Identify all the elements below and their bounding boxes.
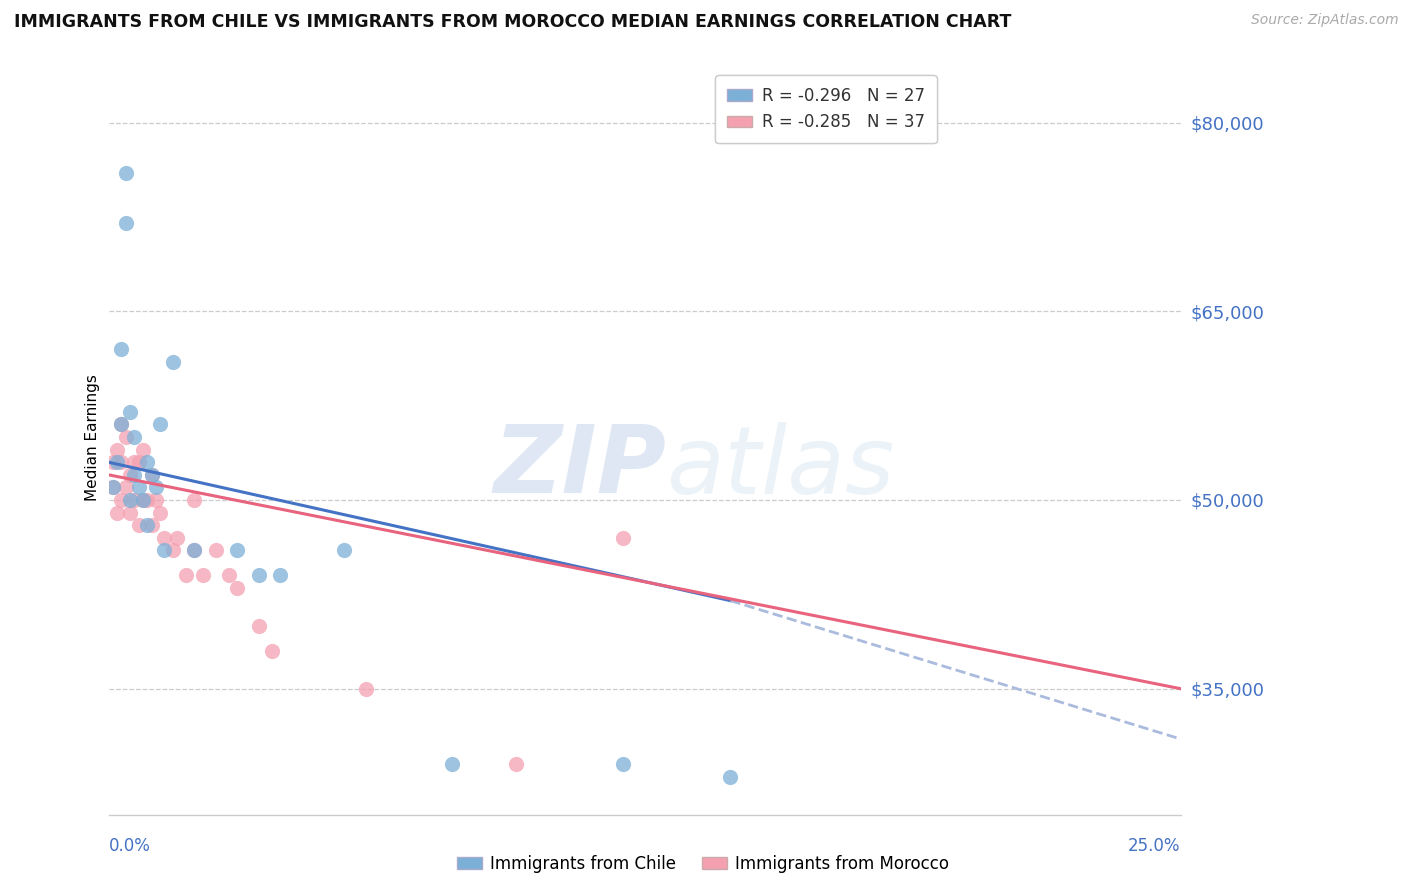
Point [141,467,163,482]
Point [136,493,159,508]
Point [218,568,240,582]
Point [114,166,136,180]
Point [141,467,163,482]
Point [247,568,270,582]
Point [174,568,197,582]
Point [166,531,188,545]
Point [183,493,205,508]
Point [162,354,184,368]
Point [720,770,742,784]
Point [145,480,167,494]
Point [101,480,124,494]
Text: 0.0%: 0.0% [108,837,150,855]
Point [149,417,172,432]
Point [354,681,377,696]
Point [132,442,155,457]
Point [105,455,128,469]
Point [612,757,634,772]
Point [124,430,146,444]
Text: Source: ZipAtlas.com: Source: ZipAtlas.com [1251,13,1399,28]
Point [205,543,228,558]
Text: 25.0%: 25.0% [1128,837,1181,855]
Point [132,493,155,508]
Point [105,442,128,457]
Point [101,455,124,469]
Point [149,506,172,520]
Text: ZIP: ZIP [494,421,666,513]
Point [114,430,136,444]
Point [110,493,132,508]
Point [128,518,150,533]
Point [136,455,159,469]
Text: atlas: atlas [666,422,894,513]
Legend: Immigrants from Chile, Immigrants from Morocco: Immigrants from Chile, Immigrants from M… [450,848,956,880]
Text: IMMIGRANTS FROM CHILE VS IMMIGRANTS FROM MOROCCO MEDIAN EARNINGS CORRELATION CHA: IMMIGRANTS FROM CHILE VS IMMIGRANTS FROM… [14,13,1011,31]
Point [183,543,205,558]
Point [153,531,176,545]
Point [105,506,128,520]
Point [162,543,184,558]
Point [145,493,167,508]
Point [132,493,155,508]
Point [128,480,150,494]
Point [124,455,146,469]
Point [110,342,132,356]
Point [191,568,214,582]
Point [101,480,124,494]
Point [120,405,142,419]
Point [153,543,176,558]
Point [124,467,146,482]
Point [124,493,146,508]
Point [120,493,142,508]
Point [141,518,163,533]
Point [128,455,150,469]
Point [505,757,527,772]
Point [260,644,283,658]
Point [120,467,142,482]
Point [226,543,249,558]
Point [114,216,136,230]
Point [114,480,136,494]
Point [120,506,142,520]
Point [612,531,634,545]
Point [440,757,463,772]
Point [247,619,270,633]
Y-axis label: Median Earnings: Median Earnings [86,374,100,500]
Point [333,543,356,558]
Point [183,543,205,558]
Point [136,518,159,533]
Point [226,581,249,595]
Point [269,568,291,582]
Point [110,417,132,432]
Legend: R = -0.296   N = 27, R = -0.285   N = 37: R = -0.296 N = 27, R = -0.285 N = 37 [716,76,936,143]
Point [110,455,132,469]
Point [110,417,132,432]
